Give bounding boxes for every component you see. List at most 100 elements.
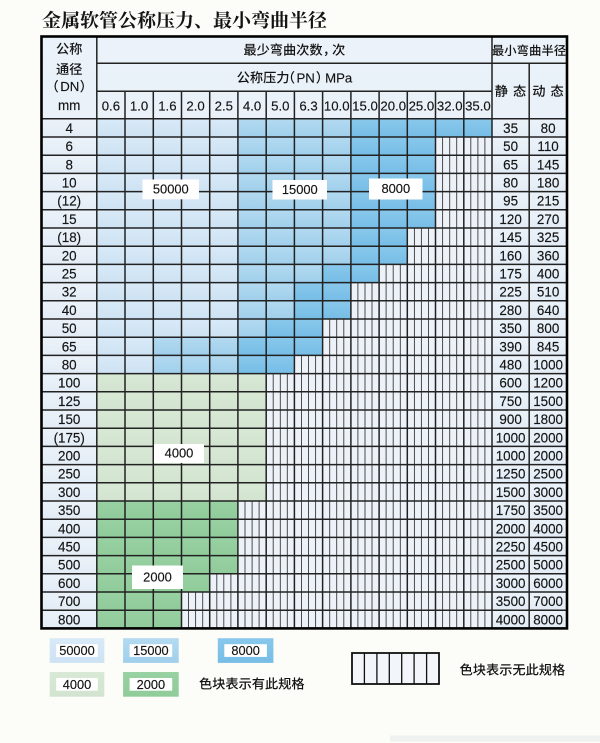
svg-text:120: 120 — [499, 212, 521, 227]
svg-text:50000: 50000 — [59, 643, 95, 658]
svg-text:2000: 2000 — [143, 570, 172, 585]
svg-text:8000: 8000 — [381, 181, 410, 196]
svg-text:2.0: 2.0 — [186, 98, 204, 113]
svg-text:15000: 15000 — [133, 643, 169, 658]
svg-text:2500: 2500 — [496, 558, 526, 573]
svg-text:6000: 6000 — [533, 576, 563, 591]
svg-text:390: 390 — [499, 339, 521, 354]
svg-text:400: 400 — [537, 267, 559, 282]
svg-text:2250: 2250 — [496, 540, 526, 555]
svg-text:3500: 3500 — [496, 594, 526, 609]
svg-text:900: 900 — [499, 412, 521, 427]
svg-text:480: 480 — [499, 358, 521, 373]
svg-text:160: 160 — [499, 248, 521, 263]
svg-text:0.6: 0.6 — [102, 98, 120, 113]
svg-text:(12): (12) — [57, 194, 81, 209]
svg-text:1000: 1000 — [533, 358, 563, 373]
svg-text:65: 65 — [503, 157, 518, 172]
svg-text:(18): (18) — [57, 230, 81, 245]
svg-text:50: 50 — [503, 139, 518, 154]
svg-text:2000: 2000 — [496, 521, 526, 536]
svg-text:32.0: 32.0 — [437, 98, 463, 113]
svg-text:250: 250 — [58, 467, 80, 482]
svg-text:15: 15 — [62, 212, 77, 227]
svg-text:4: 4 — [65, 121, 73, 136]
svg-text:32: 32 — [62, 285, 77, 300]
svg-text:MPa: MPa — [325, 70, 353, 85]
svg-text:15000: 15000 — [282, 182, 318, 197]
svg-text:1.6: 1.6 — [158, 98, 176, 113]
svg-text:65: 65 — [62, 339, 77, 354]
svg-text:7000: 7000 — [533, 594, 563, 609]
svg-text:10: 10 — [62, 176, 77, 191]
svg-text:20.0: 20.0 — [380, 98, 406, 113]
svg-text:845: 845 — [537, 339, 559, 354]
svg-text:110: 110 — [537, 139, 558, 154]
svg-text:145: 145 — [537, 157, 559, 172]
svg-text:15.0: 15.0 — [352, 98, 378, 113]
svg-text:8: 8 — [65, 157, 72, 172]
svg-text:125: 125 — [58, 394, 80, 409]
svg-text:2.5: 2.5 — [215, 98, 233, 113]
svg-text:1000: 1000 — [496, 430, 526, 445]
svg-text:20: 20 — [62, 248, 77, 263]
svg-text:2000: 2000 — [137, 677, 165, 692]
svg-text:25: 25 — [62, 267, 77, 282]
svg-text:1500: 1500 — [496, 485, 526, 500]
svg-text:3000: 3000 — [533, 485, 563, 500]
svg-text:4500: 4500 — [533, 540, 563, 555]
svg-text:350: 350 — [58, 503, 80, 518]
svg-text:1500: 1500 — [533, 394, 563, 409]
svg-text:2500: 2500 — [533, 467, 563, 482]
svg-text:4000: 4000 — [63, 677, 91, 692]
svg-text:600: 600 — [58, 576, 80, 591]
svg-text:215: 215 — [537, 194, 559, 209]
svg-text:1750: 1750 — [496, 503, 526, 518]
svg-text:35.0: 35.0 — [465, 98, 491, 113]
svg-text:225: 225 — [499, 285, 521, 300]
svg-text:100: 100 — [58, 376, 80, 391]
svg-text:700: 700 — [58, 594, 80, 609]
svg-text:5000: 5000 — [533, 558, 563, 573]
svg-text:80: 80 — [62, 358, 77, 373]
svg-text:750: 750 — [499, 394, 521, 409]
svg-text:350: 350 — [499, 321, 521, 336]
svg-text:300: 300 — [58, 485, 80, 500]
svg-text:5.0: 5.0 — [271, 98, 289, 113]
svg-text:1200: 1200 — [533, 376, 563, 391]
svg-text:175: 175 — [499, 267, 521, 282]
svg-text:10.0: 10.0 — [324, 98, 350, 113]
svg-text:80: 80 — [503, 176, 518, 191]
svg-text:8000: 8000 — [231, 643, 259, 658]
svg-text:500: 500 — [58, 558, 80, 573]
svg-text:450: 450 — [58, 540, 80, 555]
svg-text:2000: 2000 — [533, 430, 563, 445]
svg-text:4000: 4000 — [165, 446, 194, 461]
svg-text:40: 40 — [62, 303, 77, 318]
svg-text:180: 180 — [537, 176, 559, 191]
svg-text:800: 800 — [58, 612, 80, 627]
svg-text:1800: 1800 — [533, 412, 563, 427]
svg-text:325: 325 — [537, 230, 559, 245]
svg-text:280: 280 — [499, 303, 521, 318]
svg-text:8000: 8000 — [533, 612, 563, 627]
svg-text:4.0: 4.0 — [243, 98, 261, 113]
svg-text:PN: PN — [297, 70, 315, 85]
svg-text:50000: 50000 — [153, 182, 189, 197]
svg-text:800: 800 — [537, 321, 559, 336]
svg-text:mm: mm — [58, 98, 81, 113]
svg-text:25.0: 25.0 — [409, 98, 435, 113]
svg-text:1000: 1000 — [496, 449, 526, 464]
svg-text:35: 35 — [503, 121, 518, 136]
svg-text:510: 510 — [537, 285, 559, 300]
svg-text:3000: 3000 — [496, 576, 526, 591]
svg-text:2000: 2000 — [533, 449, 563, 464]
svg-text:DN: DN — [60, 79, 79, 94]
svg-text:3500: 3500 — [533, 503, 563, 518]
svg-text:600: 600 — [499, 376, 521, 391]
svg-text:4000: 4000 — [496, 612, 526, 627]
svg-text:6.3: 6.3 — [299, 98, 317, 113]
svg-text:1.0: 1.0 — [130, 98, 148, 113]
svg-text:(175): (175) — [54, 430, 85, 445]
svg-text:150: 150 — [58, 412, 80, 427]
